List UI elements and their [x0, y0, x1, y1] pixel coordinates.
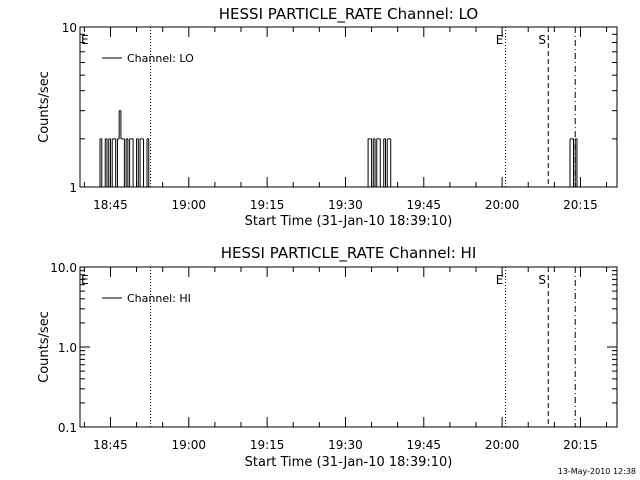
x-tick-label: 19:30 [328, 198, 363, 212]
marker-label: E [496, 273, 504, 287]
x-tick-label: 18:45 [93, 438, 128, 452]
x-tick-label: 19:30 [328, 438, 363, 452]
x-tick-label: 20:00 [485, 438, 520, 452]
y-tick-label: 0.1 [58, 421, 77, 435]
x-tick-label: 19:45 [406, 198, 441, 212]
chart-title: HESSI PARTICLE_RATE Channel: HI [221, 244, 477, 263]
marker-label: E [81, 33, 89, 47]
x-tick-label: 20:00 [485, 198, 520, 212]
x-tick-label: 20:15 [563, 198, 598, 212]
x-tick-label: 19:00 [171, 198, 206, 212]
y-tick-label: 1 [69, 181, 77, 195]
y-tick-label: 10.0 [50, 261, 77, 275]
marker-label: E [496, 33, 504, 47]
legend-label: Channel: HI [127, 292, 191, 305]
legend-label: Channel: LO [127, 52, 194, 65]
x-tick-label: 19:15 [250, 438, 285, 452]
y-axis-label: Counts/sec [37, 311, 52, 383]
marker-label: S [538, 273, 546, 287]
y-tick-label: 10 [62, 21, 77, 35]
x-tick-label: 19:15 [250, 198, 285, 212]
x-tick-label: 19:00 [171, 438, 206, 452]
y-tick-label: 1.0 [58, 341, 77, 355]
timestamp: 13-May-2010 12:38 [558, 467, 636, 476]
plot-frame [79, 26, 618, 188]
plot-frame [79, 266, 618, 428]
marker-label: E [81, 273, 89, 287]
marker-label: S [538, 33, 546, 47]
chart-title: HESSI PARTICLE_RATE Channel: LO [219, 5, 478, 24]
panel-lo: HESSI PARTICLE_RATE Channel: LO 1 10 18:45 1… [37, 5, 618, 229]
y-axis-label: Counts/sec [37, 71, 52, 143]
panel-hi: HESSI PARTICLE_RATE Channel: HI 0.1 1.0 10.… [37, 244, 618, 470]
x-tick-label: 20:15 [563, 438, 598, 452]
x-axis-label: Start Time (31-Jan-10 18:39:10) [245, 214, 453, 229]
x-axis-label: Start Time (31-Jan-10 18:39:10) [245, 455, 453, 470]
x-tick-label: 18:45 [93, 198, 128, 212]
x-tick-label: 19:45 [406, 438, 441, 452]
